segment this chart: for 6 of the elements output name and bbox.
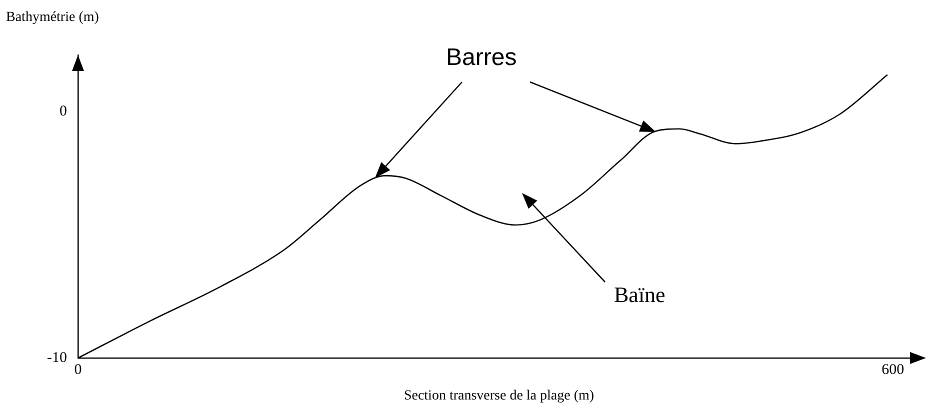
y-tick-label: -10	[47, 350, 67, 366]
x-axis-title: Section transverse de la plage (m)	[404, 388, 594, 404]
annotation: Barres	[446, 44, 517, 72]
annotation: Baïne	[614, 282, 666, 308]
x-tick-label: 600	[882, 362, 904, 378]
y-axis-title: Bathymétrie (m)	[6, 10, 99, 26]
